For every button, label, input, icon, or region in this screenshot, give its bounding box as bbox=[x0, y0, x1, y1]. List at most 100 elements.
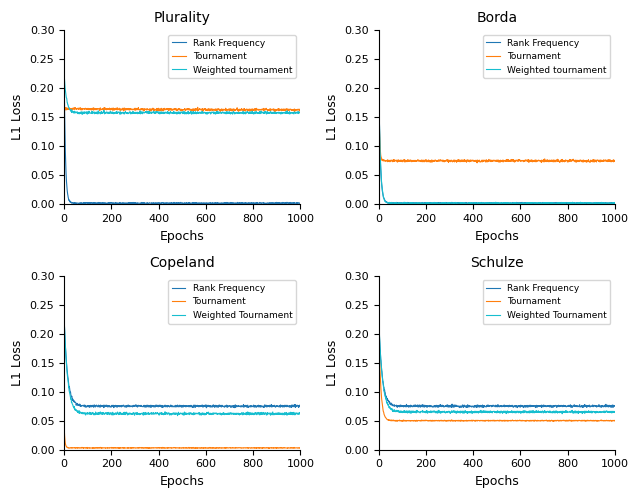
Weighted tournament bbox=[78, 111, 86, 117]
Weighted tournament bbox=[269, 109, 277, 115]
Weighted tournament bbox=[611, 200, 619, 206]
X-axis label: Epochs: Epochs bbox=[474, 230, 519, 243]
Tournament bbox=[559, 417, 567, 423]
Tournament bbox=[375, 313, 383, 319]
Rank Frequency bbox=[269, 201, 277, 207]
Tournament bbox=[269, 445, 277, 451]
Weighted Tournament bbox=[558, 411, 566, 417]
Weighted Tournament bbox=[296, 411, 304, 417]
Weighted tournament bbox=[568, 200, 575, 206]
Tournament bbox=[285, 106, 293, 112]
X-axis label: Epochs: Epochs bbox=[160, 230, 205, 243]
Legend: Rank Frequency, Tournament, Weighted Tournament: Rank Frequency, Tournament, Weighted Tou… bbox=[168, 280, 296, 323]
Line: Rank Frequency: Rank Frequency bbox=[64, 73, 300, 204]
Rank Frequency bbox=[244, 200, 252, 206]
Tournament bbox=[600, 418, 607, 424]
Line: Weighted Tournament: Weighted Tournament bbox=[379, 316, 615, 414]
Tournament bbox=[584, 159, 591, 165]
Rank Frequency bbox=[559, 200, 567, 206]
Tournament bbox=[611, 418, 619, 424]
Rank Frequency bbox=[108, 403, 116, 409]
Rank Frequency bbox=[513, 405, 521, 411]
Weighted Tournament bbox=[285, 411, 293, 417]
Title: Borda: Borda bbox=[476, 11, 517, 25]
Rank Frequency bbox=[60, 316, 68, 322]
Tournament bbox=[422, 417, 430, 423]
Weighted tournament bbox=[296, 110, 304, 116]
Tournament bbox=[550, 418, 557, 424]
Tournament bbox=[611, 158, 619, 164]
Rank Frequency bbox=[568, 201, 575, 207]
Weighted Tournament bbox=[108, 411, 116, 417]
Rank Frequency bbox=[296, 200, 304, 206]
Tournament bbox=[271, 108, 279, 114]
Line: Weighted tournament: Weighted tournament bbox=[64, 74, 300, 114]
Tournament bbox=[600, 157, 607, 163]
Line: Tournament: Tournament bbox=[379, 316, 615, 421]
Rank Frequency bbox=[584, 200, 591, 206]
Tournament bbox=[285, 445, 293, 451]
Tournament bbox=[389, 418, 397, 424]
Weighted Tournament bbox=[75, 410, 83, 416]
Weighted tournament bbox=[505, 201, 513, 207]
Tournament bbox=[422, 158, 430, 164]
Tournament bbox=[194, 104, 202, 110]
Tournament bbox=[253, 107, 261, 113]
Weighted tournament bbox=[244, 111, 252, 117]
Rank Frequency bbox=[296, 403, 304, 409]
Tournament bbox=[375, 64, 383, 70]
Rank Frequency bbox=[60, 70, 68, 76]
Tournament bbox=[244, 445, 252, 451]
Weighted Tournament bbox=[253, 411, 261, 417]
Tournament bbox=[253, 445, 261, 451]
Tournament bbox=[75, 105, 83, 111]
Y-axis label: L1 Loss: L1 Loss bbox=[326, 339, 339, 386]
Line: Tournament: Tournament bbox=[64, 107, 300, 111]
Rank Frequency bbox=[375, 65, 383, 71]
Rank Frequency bbox=[285, 403, 293, 409]
Rank Frequency bbox=[253, 200, 261, 206]
Tournament bbox=[584, 417, 591, 423]
Rank Frequency bbox=[422, 403, 430, 409]
Tournament bbox=[559, 158, 567, 164]
Line: Tournament: Tournament bbox=[379, 67, 615, 163]
Tournament bbox=[474, 160, 481, 166]
Line: Rank Frequency: Rank Frequency bbox=[379, 317, 615, 408]
Weighted tournament bbox=[375, 65, 383, 71]
Weighted Tournament bbox=[60, 316, 68, 322]
Tournament bbox=[269, 107, 277, 113]
Tournament bbox=[568, 417, 575, 423]
Rank Frequency bbox=[200, 201, 207, 207]
Rank Frequency bbox=[389, 200, 397, 206]
Tournament bbox=[60, 424, 68, 430]
Tournament bbox=[75, 445, 83, 451]
Rank Frequency bbox=[559, 403, 567, 409]
Weighted tournament bbox=[253, 110, 261, 116]
Weighted tournament bbox=[584, 200, 591, 206]
Weighted tournament bbox=[559, 200, 567, 206]
Rank Frequency bbox=[611, 200, 619, 206]
Weighted tournament bbox=[389, 200, 397, 206]
X-axis label: Epochs: Epochs bbox=[160, 475, 205, 488]
Weighted Tournament bbox=[269, 411, 277, 417]
Tournament bbox=[60, 105, 68, 111]
Weighted Tournament bbox=[600, 409, 607, 415]
Weighted tournament bbox=[285, 110, 293, 116]
Rank Frequency bbox=[600, 200, 607, 206]
Tournament bbox=[244, 106, 252, 112]
Weighted Tournament bbox=[611, 409, 619, 415]
Rank Frequency bbox=[375, 314, 383, 320]
Weighted tournament bbox=[422, 201, 430, 207]
Legend: Rank Frequency, Tournament, Weighted Tournament: Rank Frequency, Tournament, Weighted Tou… bbox=[483, 280, 611, 323]
Tournament bbox=[296, 107, 304, 113]
Rank Frequency bbox=[108, 200, 116, 206]
Legend: Rank Frequency, Tournament, Weighted tournament: Rank Frequency, Tournament, Weighted tou… bbox=[168, 35, 296, 78]
Legend: Rank Frequency, Tournament, Weighted tournament: Rank Frequency, Tournament, Weighted tou… bbox=[483, 35, 611, 78]
Rank Frequency bbox=[269, 403, 277, 409]
Rank Frequency bbox=[568, 404, 575, 410]
Weighted tournament bbox=[60, 71, 68, 77]
Weighted Tournament bbox=[244, 411, 252, 417]
Rank Frequency bbox=[422, 200, 430, 206]
Title: Copeland: Copeland bbox=[149, 256, 215, 270]
Tournament bbox=[568, 158, 575, 164]
